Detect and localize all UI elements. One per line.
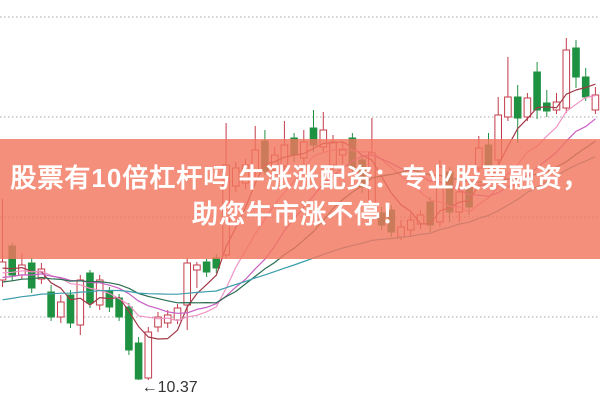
promo-banner-line-1: 股票有10倍杠杆吗 牛涨涨配资：专业股票融资， <box>10 163 590 193</box>
low-point-label: ←10.37 <box>142 379 198 396</box>
promo-ad-banner[interactable]: 股票有10倍杠杆吗 牛涨涨配资：专业股票融资， 助您牛市涨不停！ <box>0 139 600 259</box>
promo-banner-line-2: 助您牛市涨不停！ <box>191 199 408 229</box>
low-price-annotation: ←10.37 <box>142 379 198 396</box>
